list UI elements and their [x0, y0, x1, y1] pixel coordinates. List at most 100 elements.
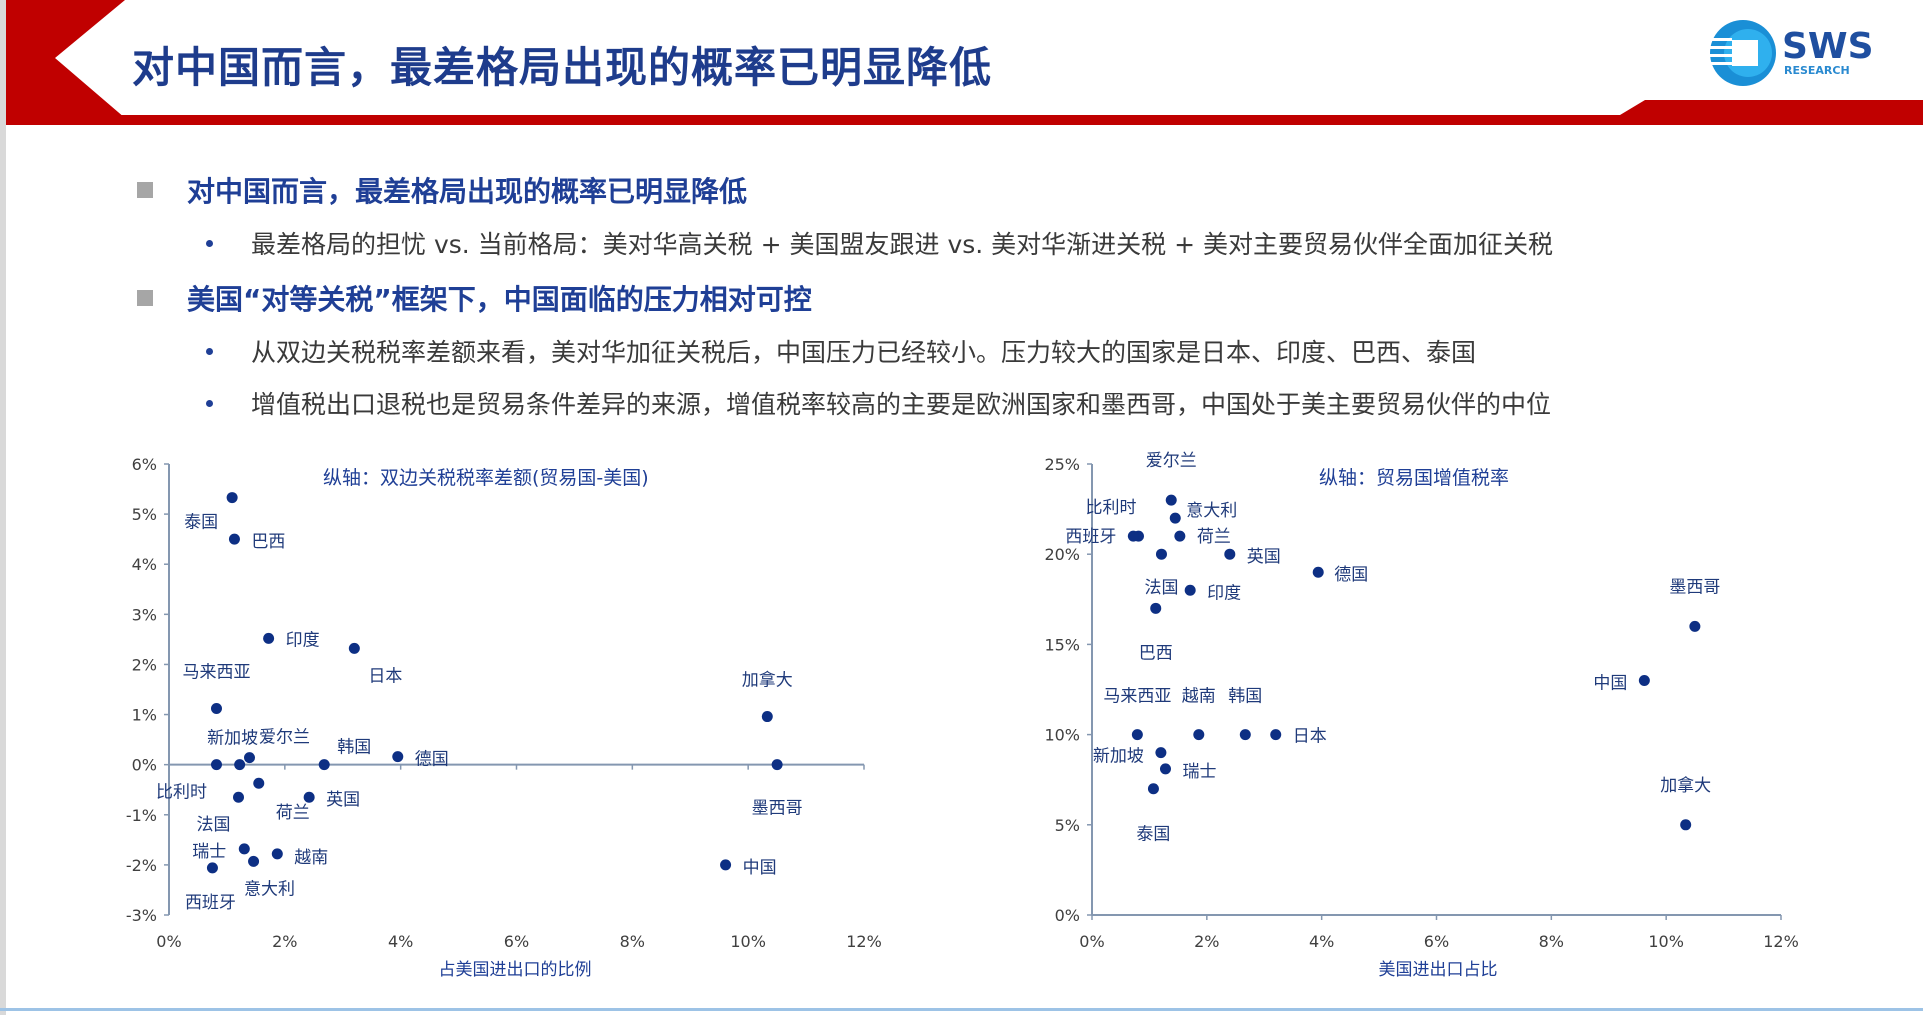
data-point: [1169, 512, 1181, 524]
tariff-gap-scatter-chart: -3% -2% -1% 0% 1% 2% 3% 4% 5% 6% 0% 2% 4% 6% 8% 10% 12% 纵…: [126, 455, 882, 980]
bullet-item-3: 增值税出口退税也是贸易条件差异的来源，增值税率较高的主要是欧洲国家和墨西哥，中国…: [206, 385, 1551, 421]
point-label: 巴西: [1139, 643, 1173, 663]
point-label: 越南: [1182, 687, 1216, 707]
x-tick-label: 8%: [620, 932, 645, 951]
data-point: [771, 759, 783, 771]
point-label: 德国: [415, 750, 449, 770]
y-tick-label: -2%: [126, 856, 157, 875]
data-point: [253, 777, 265, 789]
logo-text: SWS: [1782, 26, 1874, 67]
point-label: 德国: [1334, 565, 1368, 585]
x-tick-label: 6%: [1424, 932, 1449, 951]
y-tick-label: -1%: [126, 806, 157, 825]
point-label: 韩国: [337, 738, 371, 758]
data-point: [1147, 783, 1159, 795]
bullet-item-1: 最差格局的担忧 vs. 当前格局：美对华高关税 + 美国盟友跟进 vs. 美对华…: [206, 225, 1553, 261]
point-label: 新加坡: [1093, 747, 1144, 767]
point-label: 西班牙: [185, 893, 236, 913]
point-label: 日本: [1293, 727, 1327, 747]
x-tick-label: 10%: [730, 932, 766, 951]
data-point: [1689, 620, 1701, 632]
data-point: [1159, 763, 1171, 775]
y-tick-label: 25%: [1044, 455, 1080, 474]
y-tick-label: 0%: [132, 756, 157, 775]
point-label: 荷兰: [1197, 527, 1231, 547]
data-point: [1312, 566, 1324, 578]
x-tick-label: 2%: [272, 932, 297, 951]
y-tick-label: 1%: [132, 706, 157, 725]
data-point: [271, 848, 283, 860]
data-point: [233, 791, 244, 803]
point-label: 马来西亚: [1103, 687, 1171, 707]
header-chevron: [6, 0, 125, 118]
data-point: [318, 759, 330, 771]
x-tick-label: 6%: [504, 932, 529, 951]
point-label: 法国: [1144, 578, 1178, 598]
point-label: 瑞士: [192, 842, 226, 862]
point-label: 英国: [326, 790, 360, 810]
bullet-heading-1: 对中国而言，最差格局出现的概率已明显降低: [137, 170, 747, 210]
point-label: 荷兰: [276, 803, 310, 823]
x-tick-label: 8%: [1539, 932, 1564, 951]
y-tick-label: 4%: [132, 555, 157, 574]
x-axis-label: 美国进出口占比: [1379, 960, 1498, 980]
data-point: [248, 855, 260, 867]
data-point: [303, 791, 315, 803]
data-point: [244, 752, 256, 764]
data-point: [1224, 548, 1236, 560]
point-label: 泰国: [184, 513, 218, 533]
point-label: 爱尔兰: [259, 728, 310, 748]
dot-bullet-icon: [206, 240, 213, 247]
data-point: [1239, 729, 1251, 741]
point-label: 爱尔兰: [1146, 451, 1197, 471]
slide-edge: [0, 0, 6, 1015]
point-label: 加拿大: [1660, 775, 1711, 796]
y-tick-label: 15%: [1044, 635, 1080, 654]
data-point: [263, 632, 275, 644]
y-tick-label: 3%: [132, 605, 157, 624]
x-tick-label: 12%: [1763, 932, 1799, 951]
point-label: 比利时: [156, 783, 207, 803]
dot-bullet-icon: [206, 348, 213, 355]
data-point: [1131, 729, 1143, 741]
square-bullet-icon: [137, 290, 153, 306]
data-point: [210, 759, 222, 771]
y-tick-label: -3%: [126, 906, 157, 925]
point-label: 比利时: [1086, 498, 1137, 518]
data-point: [720, 859, 732, 871]
slide-title: 对中国而言，最差格局出现的概率已明显降低: [132, 43, 993, 92]
y-tick-label: 20%: [1044, 545, 1080, 564]
data-point: [1150, 602, 1162, 614]
point-label: 韩国: [1228, 687, 1262, 707]
data-point: [1127, 530, 1139, 542]
y-tick-label: 5%: [1055, 816, 1080, 835]
point-label: 英国: [1247, 547, 1281, 567]
data-point: [1638, 674, 1650, 686]
point-label: 法国: [197, 815, 231, 835]
header-underline: [40, 100, 1923, 125]
logo-subtext: RESEARCH: [1784, 64, 1850, 77]
data-point: [206, 862, 218, 874]
sws-research-logo: SWS RESEARCH: [1710, 20, 1874, 86]
chart-title: 纵轴：双边关税税率差额(贸易国-美国): [323, 467, 649, 489]
point-label: 意大利: [244, 879, 295, 899]
data-point: [1165, 494, 1177, 506]
data-point: [238, 843, 250, 855]
data-point: [226, 492, 238, 504]
x-tick-label: 12%: [846, 932, 882, 951]
point-label: 日本: [368, 666, 402, 686]
point-label: 中国: [1593, 673, 1627, 693]
point-label: 印度: [1207, 583, 1241, 603]
y-tick-label: 10%: [1044, 726, 1080, 745]
point-label: 瑞士: [1182, 762, 1216, 782]
point-label: 新加坡: [207, 729, 258, 749]
vat-rate-scatter-chart: 0% 5% 10% 15% 20% 25% 0% 2% 4% 6% 8% 10% 12% 纵轴：贸易国增值…: [1044, 451, 1799, 980]
point-label: 中国: [743, 858, 777, 878]
data-point: [1174, 530, 1186, 542]
data-point: [392, 751, 404, 763]
point-label: 巴西: [251, 532, 285, 552]
point-label: 墨西哥: [752, 799, 803, 819]
chart-title: 纵轴：贸易国增值税率: [1319, 467, 1509, 489]
y-tick-label: 6%: [132, 455, 157, 474]
data-point: [348, 642, 360, 654]
